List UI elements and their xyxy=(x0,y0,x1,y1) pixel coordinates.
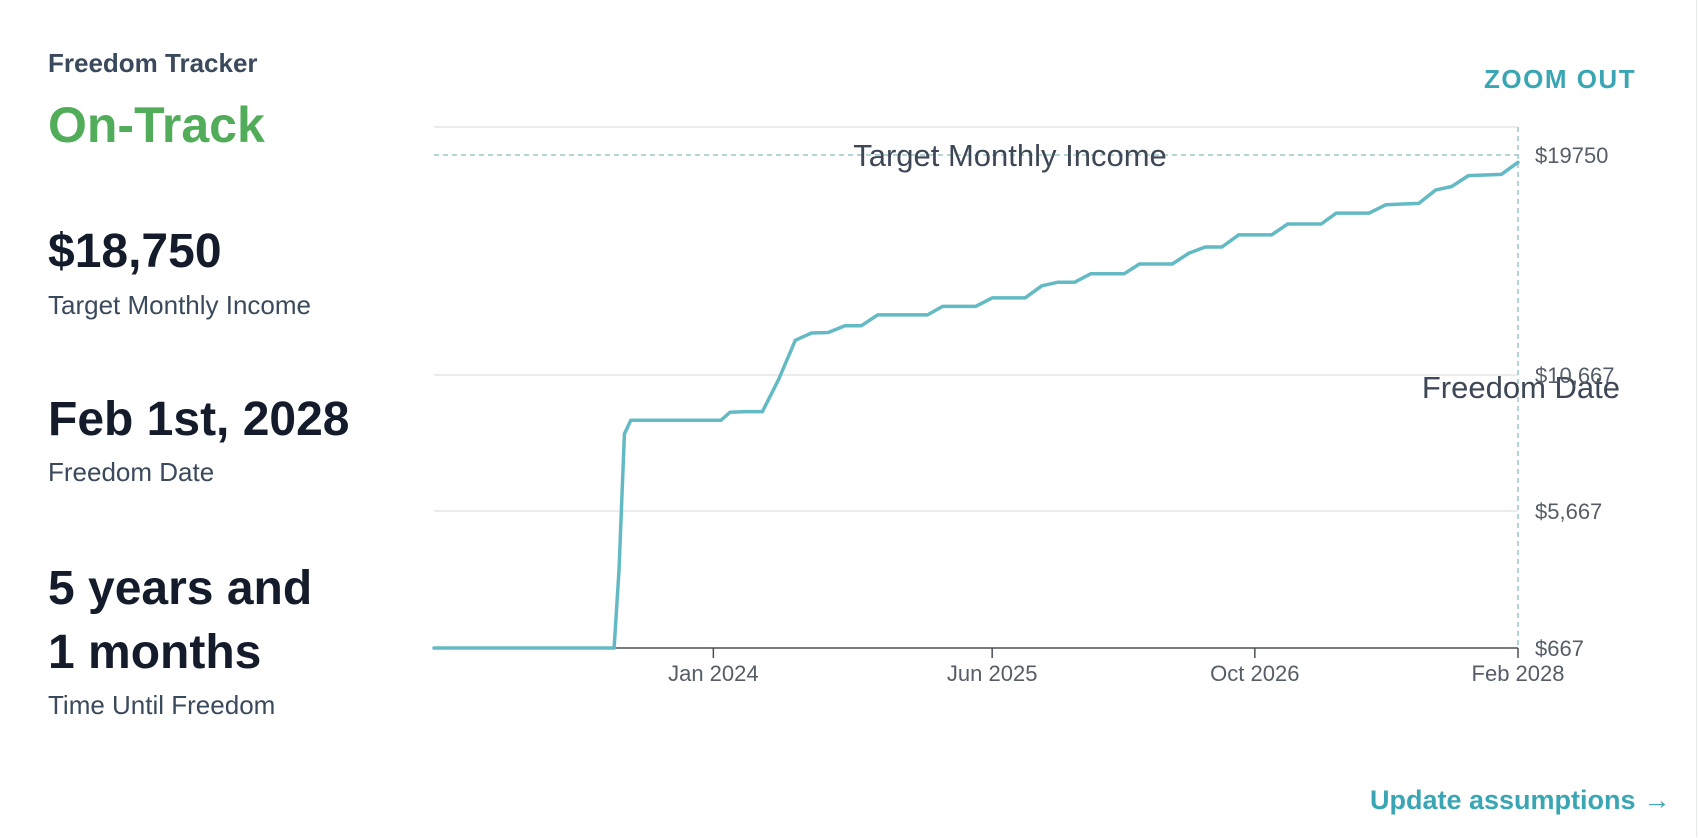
freedom-date-value: Feb 1st, 2028 xyxy=(48,393,350,446)
status-badge: On-Track xyxy=(48,97,265,153)
y-tick-label: $5,667 xyxy=(1535,499,1602,524)
freedom-date-label: Freedom Date xyxy=(48,457,215,487)
time-until-freedom-line2: 1 months xyxy=(48,626,262,679)
line-layer xyxy=(432,160,1520,650)
time-until-freedom-line1: 5 years and xyxy=(48,562,313,615)
time-until-freedom-value: 5 years and 1 months xyxy=(48,557,312,685)
x-tick-label: Feb 2028 xyxy=(1472,661,1565,686)
y-tick-label: $19750 xyxy=(1535,143,1608,168)
x-tick-label: Jun 2025 xyxy=(947,661,1038,686)
target-income-annotation: Target Monthly Income xyxy=(853,138,1167,173)
x-tick-label: Oct 2026 xyxy=(1210,661,1299,686)
zoom-out-button[interactable]: ZOOM OUT xyxy=(1484,64,1637,94)
annotation-layer: Target Monthly Income Freedom Date xyxy=(434,127,1620,648)
tracker-title: Freedom Tracker xyxy=(48,48,258,78)
x-tick-label: Jan 2024 xyxy=(668,661,759,686)
tick-layer: $667 $5,667 $10,667 $19750 Jan 2024 Jun 2025 O… xyxy=(668,143,1614,686)
y-tick-label: $667 xyxy=(1535,636,1584,661)
target-income-value: $18,750 xyxy=(48,225,222,278)
freedom-date-annotation: Freedom Date xyxy=(1422,370,1620,405)
time-until-freedom-label: Time Until Freedom xyxy=(48,690,276,720)
update-assumptions-label: Update assumptions xyxy=(1370,785,1636,815)
update-assumptions-link[interactable]: Update assumptions → xyxy=(1370,785,1671,816)
arrow-right-icon: → xyxy=(1643,785,1671,815)
y-tick-label: $10,667 xyxy=(1535,363,1615,388)
target-income-label: Target Monthly Income xyxy=(48,290,312,320)
income-series-line xyxy=(432,160,1520,650)
grid-layer xyxy=(434,126,1518,649)
